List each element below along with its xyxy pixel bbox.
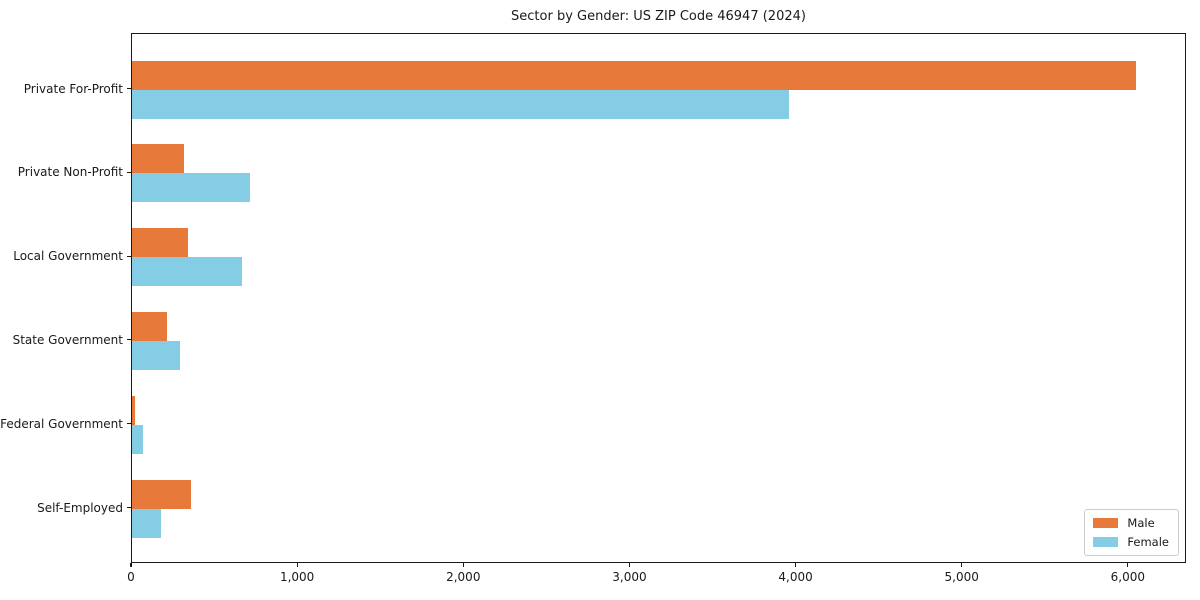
legend-entry-male: Male — [1093, 516, 1169, 530]
legend-label-female: Female — [1127, 535, 1169, 549]
ytick-label-state-government: State Government — [12, 332, 123, 347]
bar-female-self-employed — [132, 508, 162, 538]
xtick-label-0: 0 — [127, 570, 135, 584]
xtick-mark — [1127, 563, 1129, 567]
ytick-label-self-employed: Self-Employed — [37, 500, 123, 515]
bar-male-private-for-profit — [132, 60, 1137, 90]
ytick-label-local-government: Local Government — [13, 249, 123, 264]
ytick-mark — [127, 423, 131, 425]
xtick-label-5000: 5,000 — [944, 570, 979, 584]
ytick-mark — [127, 506, 131, 509]
ytick-mark — [127, 171, 131, 173]
xtick-mark — [794, 563, 797, 567]
bar-female-private-non-profit — [132, 173, 250, 203]
bar-male-local-government — [132, 228, 188, 258]
xtick-label-3000: 3,000 — [612, 570, 647, 584]
bar-female-state-government — [132, 340, 181, 370]
bar-male-state-government — [132, 311, 167, 341]
legend-swatch-female — [1093, 537, 1119, 547]
bar-female-federal-government — [132, 424, 143, 454]
xtick-label-6000: 6,000 — [1110, 570, 1146, 584]
xtick-mark — [628, 563, 630, 567]
legend-swatch-male — [1093, 518, 1119, 528]
chart-title: Sector by Gender: US ZIP Code 46947 (202… — [511, 9, 806, 24]
legend-label-male: Male — [1127, 516, 1155, 530]
legend: Male Female — [1084, 509, 1179, 556]
bar-male-federal-government — [132, 395, 136, 425]
xtick-mark — [462, 563, 464, 567]
bar-female-local-government — [132, 257, 242, 287]
ytick-mark — [127, 339, 131, 341]
legend-entry-female: Female — [1093, 535, 1169, 549]
xtick-mark — [130, 563, 132, 567]
bar-male-self-employed — [132, 479, 191, 509]
xtick-label-4000: 4,000 — [778, 570, 813, 584]
ytick-mark — [127, 87, 131, 90]
ytick-label-federal-government: Federal Government — [0, 416, 123, 431]
xtick-mark — [296, 563, 298, 567]
xtick-label-1000: 1,000 — [279, 570, 315, 584]
xtick-label-2000: 2,000 — [446, 570, 481, 584]
plot-area: Male Female — [131, 33, 1186, 563]
bar-male-private-non-profit — [132, 144, 185, 174]
ytick-label-private-non-profit: Private Non-Profit — [17, 165, 123, 180]
ytick-label-private-for-profit: Private For-Profit — [23, 81, 123, 96]
xtick-mark — [961, 563, 963, 567]
ytick-mark — [127, 255, 131, 257]
bar-female-private-for-profit — [132, 89, 790, 119]
